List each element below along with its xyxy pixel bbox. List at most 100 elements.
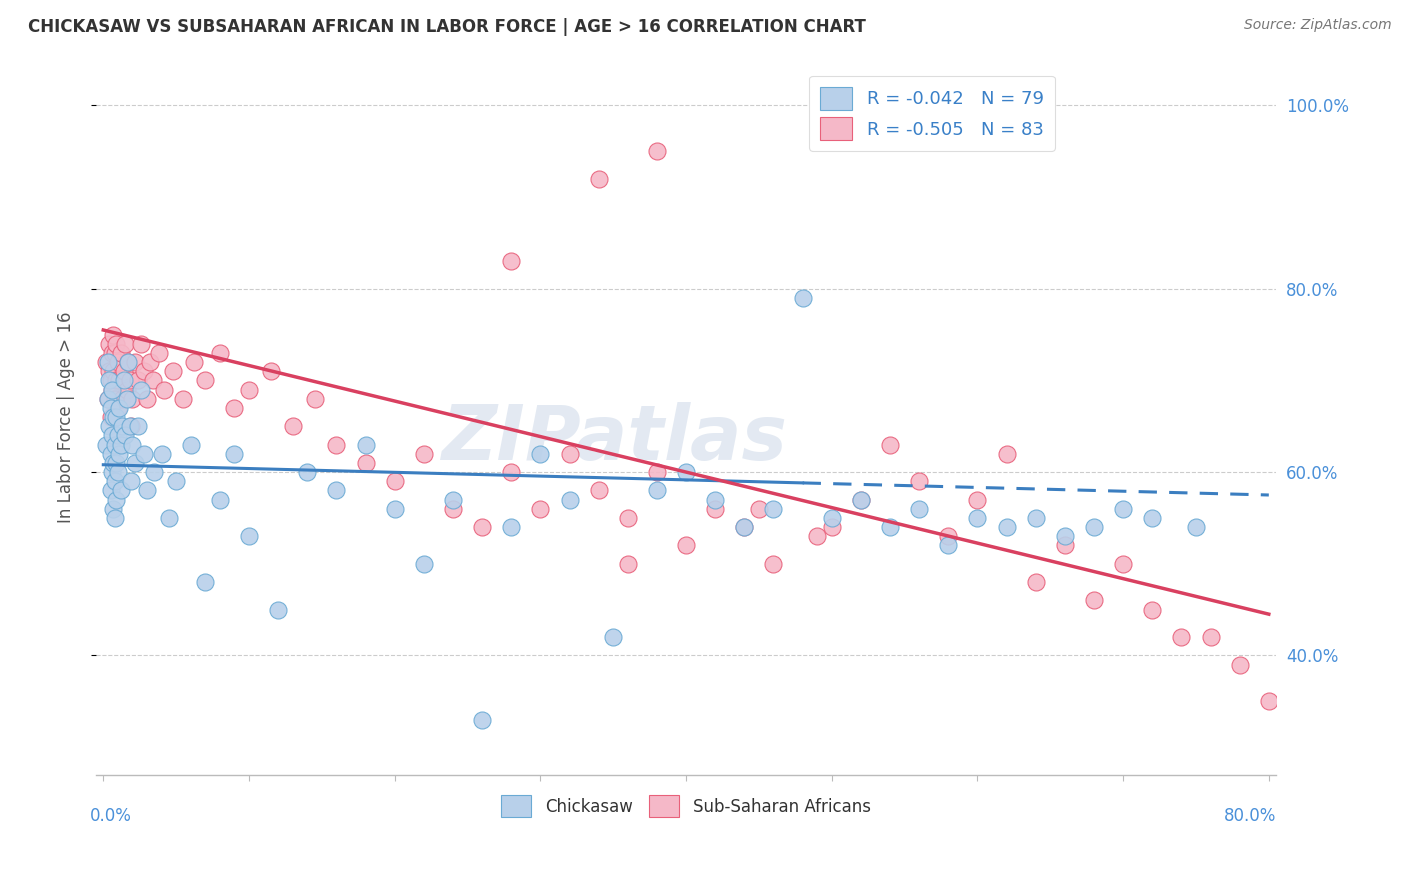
Point	[675, 538, 697, 552]
Point	[103, 410, 125, 425]
Point	[101, 383, 124, 397]
Point	[995, 520, 1018, 534]
Point	[105, 373, 128, 387]
Point	[441, 492, 464, 507]
Point	[224, 447, 246, 461]
Point	[792, 291, 814, 305]
Point	[98, 364, 121, 378]
Point	[1142, 511, 1164, 525]
Point	[100, 483, 122, 498]
Point	[602, 630, 624, 644]
Point	[1142, 602, 1164, 616]
Point	[148, 346, 170, 360]
Point	[183, 355, 205, 369]
Point	[821, 511, 844, 525]
Point	[501, 254, 523, 268]
Point	[121, 437, 143, 451]
Point	[136, 392, 159, 406]
Point	[1053, 538, 1076, 552]
Point	[1257, 694, 1279, 708]
Point	[157, 511, 180, 525]
Text: Source: ZipAtlas.com: Source: ZipAtlas.com	[1244, 18, 1392, 32]
Point	[103, 501, 125, 516]
Point	[96, 437, 118, 451]
Point	[103, 456, 125, 470]
Point	[108, 373, 131, 387]
Point	[1185, 520, 1208, 534]
Point	[748, 501, 770, 516]
Point	[153, 383, 176, 397]
Point	[100, 373, 122, 387]
Point	[112, 373, 135, 387]
Point	[97, 392, 120, 406]
Point	[98, 336, 121, 351]
Point	[110, 437, 132, 451]
Point	[908, 501, 931, 516]
Point	[733, 520, 755, 534]
Point	[354, 456, 377, 470]
Point	[103, 327, 125, 342]
Point	[1083, 593, 1105, 607]
Point	[97, 392, 120, 406]
Point	[105, 336, 128, 351]
Point	[966, 511, 988, 525]
Point	[98, 419, 121, 434]
Point	[142, 373, 165, 387]
Point	[762, 501, 785, 516]
Point	[224, 401, 246, 415]
Point	[966, 492, 988, 507]
Point	[121, 392, 143, 406]
Point	[238, 529, 260, 543]
Point	[617, 511, 640, 525]
Point	[733, 520, 755, 534]
Point	[111, 419, 134, 434]
Point	[107, 355, 129, 369]
Point	[120, 419, 142, 434]
Point	[98, 373, 121, 387]
Point	[101, 465, 124, 479]
Legend: Chickasaw, Sub-Saharan Africans: Chickasaw, Sub-Saharan Africans	[495, 789, 877, 823]
Point	[208, 492, 231, 507]
Point	[412, 557, 434, 571]
Point	[1025, 511, 1047, 525]
Point	[1229, 657, 1251, 672]
Point	[110, 346, 132, 360]
Point	[96, 355, 118, 369]
Point	[136, 483, 159, 498]
Point	[704, 501, 727, 516]
Point	[1083, 520, 1105, 534]
Point	[100, 410, 122, 425]
Point	[172, 392, 194, 406]
Point	[1053, 529, 1076, 543]
Y-axis label: In Labor Force | Age > 16: In Labor Force | Age > 16	[58, 311, 75, 523]
Point	[105, 492, 128, 507]
Point	[129, 336, 152, 351]
Point	[107, 428, 129, 442]
Point	[118, 419, 141, 434]
Point	[104, 346, 127, 360]
Point	[501, 520, 523, 534]
Point	[558, 447, 581, 461]
Point	[267, 602, 290, 616]
Point	[879, 437, 901, 451]
Text: 0.0%: 0.0%	[90, 806, 132, 825]
Point	[297, 465, 319, 479]
Point	[101, 383, 124, 397]
Point	[101, 346, 124, 360]
Point	[529, 501, 551, 516]
Point	[1170, 630, 1192, 644]
Point	[471, 713, 494, 727]
Point	[110, 483, 132, 498]
Point	[114, 428, 136, 442]
Point	[114, 336, 136, 351]
Point	[103, 364, 125, 378]
Point	[105, 456, 128, 470]
Point	[908, 475, 931, 489]
Point	[936, 529, 959, 543]
Point	[471, 520, 494, 534]
Point	[104, 511, 127, 525]
Point	[127, 373, 149, 387]
Point	[97, 355, 120, 369]
Point	[129, 383, 152, 397]
Point	[100, 447, 122, 461]
